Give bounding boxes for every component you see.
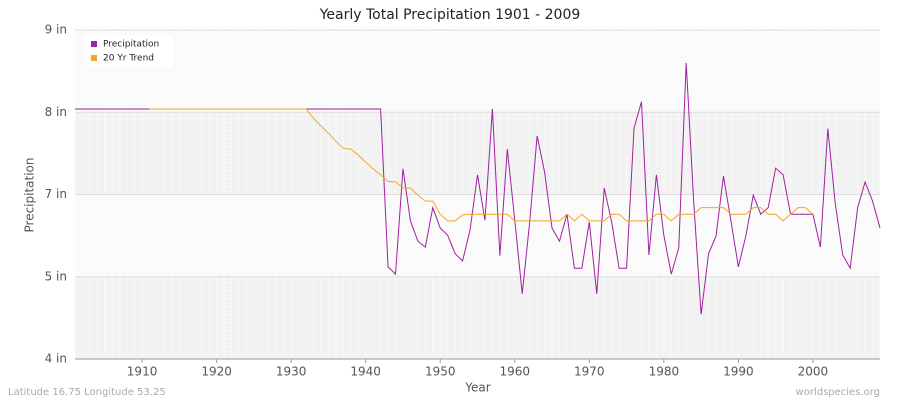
x-tick-label: 1930	[276, 365, 307, 379]
legend-label: Precipitation	[103, 40, 159, 50]
chart-title: Yearly Total Precipitation 1901 - 2009	[319, 7, 581, 23]
footer-left: Latitude 16.75 Longitude 53.25	[8, 387, 166, 398]
x-tick-label: 1910	[127, 365, 158, 379]
x-tick-label: 1950	[425, 365, 456, 379]
x-tick-label: 1970	[574, 365, 605, 379]
legend-swatch	[91, 41, 97, 47]
series-line	[149, 108, 814, 222]
x-tick-label: 1940	[350, 365, 381, 379]
y-tick-label: 8 in	[45, 105, 67, 119]
legend: Precipitation 20 Yr Trend	[85, 35, 173, 67]
plot-band	[75, 112, 880, 195]
y-tick-label: 7 in	[45, 187, 67, 201]
y-tick-label: 4 in	[45, 352, 67, 366]
x-tick-label: 2000	[798, 365, 829, 379]
x-axis-label: Year	[464, 381, 490, 395]
footer-right: worldspecies.org	[796, 387, 880, 398]
x-tick-label: 1990	[723, 365, 754, 379]
legend-swatch	[91, 55, 97, 61]
y-tick-label: 9 in	[45, 23, 67, 37]
x-tick-label: 1920	[201, 365, 232, 379]
y-tick-label: 5 in	[45, 269, 67, 283]
y-axis-label: Precipitation	[23, 157, 37, 232]
legend-box	[85, 35, 173, 67]
x-tick-label: 1980	[649, 365, 680, 379]
legend-label: 20 Yr Trend	[103, 54, 154, 64]
x-tick-label: 1960	[499, 365, 530, 379]
